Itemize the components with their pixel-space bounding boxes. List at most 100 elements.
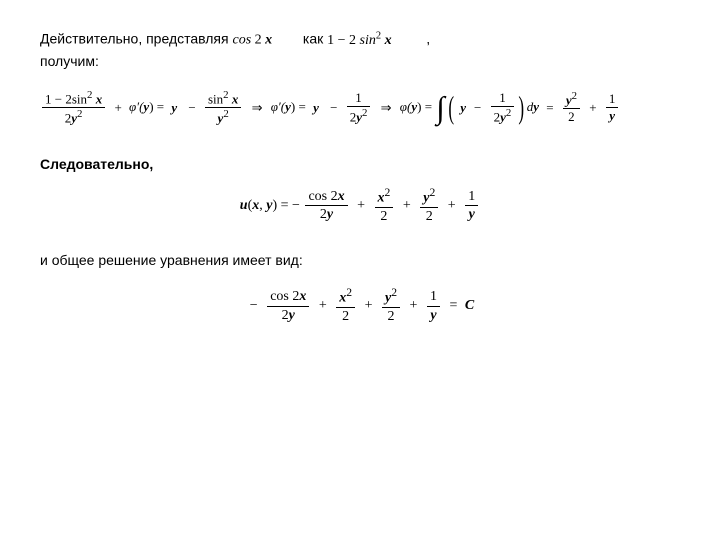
sq: 2 bbox=[223, 108, 228, 120]
one: 1 bbox=[491, 91, 515, 107]
two: 2 bbox=[563, 109, 580, 124]
frac-5: y2 2 bbox=[561, 91, 582, 125]
intro-text-2: как bbox=[303, 31, 323, 47]
intro-paragraph: Действительно, представляя cos 2 x как 1… bbox=[40, 28, 680, 72]
y-var: y bbox=[533, 99, 539, 114]
x-var: x bbox=[385, 33, 392, 48]
two: 2 bbox=[349, 33, 356, 48]
two: 2 bbox=[375, 208, 394, 224]
one: 1 bbox=[427, 289, 440, 306]
sq: 2 bbox=[572, 90, 577, 102]
two: 2 bbox=[320, 207, 327, 222]
num-text: 1 − 2sin bbox=[45, 91, 87, 106]
sq: 2 bbox=[346, 286, 352, 299]
frac-4: 1 2y2 bbox=[489, 91, 517, 125]
frac-1: 1 − 2sin2 x 2y2 bbox=[40, 90, 107, 126]
sq: 2 bbox=[87, 89, 92, 101]
frac-g1: cos 2x 2y bbox=[265, 289, 311, 323]
document-page: Действительно, представляя cos 2 x как 1… bbox=[0, 0, 720, 325]
general-solution-equation: − cos 2x 2y + x2 2 + y2 2 + 1 y = C bbox=[40, 287, 680, 324]
frac-u1: cos 2x 2y bbox=[303, 189, 349, 223]
one: 1 bbox=[606, 92, 619, 108]
minus: − bbox=[184, 100, 199, 116]
phi-prime: φ′( bbox=[129, 99, 143, 114]
frac-6: 1 y bbox=[604, 92, 621, 124]
frac-g4: 1 y bbox=[425, 289, 442, 323]
two: 2 bbox=[336, 308, 355, 324]
phi: φ( bbox=[400, 99, 412, 114]
y-var: y bbox=[327, 207, 333, 222]
two: 2 bbox=[282, 308, 289, 323]
sq: 2 bbox=[376, 30, 381, 41]
sq: 2 bbox=[391, 286, 397, 299]
x-var: x bbox=[338, 189, 345, 204]
cos-fn: cos bbox=[233, 33, 252, 48]
sin-fn: sin bbox=[208, 91, 223, 106]
close-eq: ) = bbox=[149, 99, 164, 114]
frac-u2: x2 2 bbox=[373, 187, 396, 224]
c-const: C bbox=[465, 298, 474, 313]
therefore-text: Следовательно, bbox=[40, 154, 160, 175]
close-eq: ) = bbox=[417, 99, 432, 114]
close-eq: ) = bbox=[291, 99, 306, 114]
derivation-equation: 1 − 2sin2 x 2y2 + φ′(y) = y − sin2 x y2 … bbox=[40, 88, 680, 128]
y-var: y bbox=[289, 308, 295, 323]
intro-text-3: , bbox=[426, 31, 430, 47]
sq: 2 bbox=[506, 107, 511, 119]
x-var: x bbox=[378, 191, 385, 206]
frac-g2: x2 2 bbox=[334, 287, 357, 324]
one: 1 bbox=[327, 33, 334, 48]
cos2: cos 2 bbox=[308, 189, 337, 204]
plus: + bbox=[353, 198, 369, 214]
frac-g3: y2 2 bbox=[380, 287, 402, 324]
u-equation: u(x, y) = − cos 2x 2y + x2 2 + y2 2 + 1 … bbox=[40, 187, 680, 224]
y-var: y bbox=[309, 100, 323, 116]
two: 2 bbox=[255, 33, 262, 48]
sq: 2 bbox=[429, 186, 435, 199]
plus: + bbox=[444, 198, 460, 214]
sq: 2 bbox=[77, 108, 82, 120]
sq: 2 bbox=[385, 186, 391, 199]
plus: + bbox=[585, 100, 600, 116]
u-var: u bbox=[240, 198, 248, 213]
y-var: y bbox=[606, 108, 619, 123]
x-var: x bbox=[232, 91, 239, 106]
intro-text-1: Действительно, представляя bbox=[40, 31, 229, 47]
plus: + bbox=[361, 298, 377, 314]
frac-u3: y2 2 bbox=[418, 187, 440, 224]
y-var: y bbox=[167, 100, 181, 116]
cos2: cos 2 bbox=[270, 289, 299, 304]
two: 2 bbox=[382, 308, 400, 324]
rp-eq-neg: ) = − bbox=[272, 198, 299, 213]
frac-2: sin2 x y2 bbox=[203, 90, 243, 126]
frac-u4: 1 y bbox=[463, 189, 480, 223]
phi-prime: φ′( bbox=[271, 99, 285, 114]
equals: = bbox=[445, 298, 461, 314]
sq: 2 bbox=[362, 107, 367, 119]
plus: + bbox=[315, 298, 331, 314]
frac-3: 1 2y2 bbox=[345, 91, 373, 125]
y-var: y bbox=[465, 206, 478, 222]
x-var: x bbox=[265, 33, 272, 48]
inline-expr-1-2sin2x: 1 − 2 sin2 x bbox=[327, 33, 395, 48]
general-solution-text: и общее решение уравнения имеет вид: bbox=[40, 250, 680, 271]
x-var: x bbox=[96, 91, 103, 106]
inline-expr-cos2x: cos 2 x bbox=[233, 33, 276, 48]
equals: = bbox=[542, 100, 557, 116]
one: 1 bbox=[465, 189, 478, 206]
sin-fn: sin bbox=[360, 33, 376, 48]
y-var: y bbox=[427, 307, 440, 323]
sq: 2 bbox=[223, 89, 228, 101]
x-var: x bbox=[299, 289, 306, 304]
y-var: y bbox=[456, 100, 470, 116]
plus: + bbox=[399, 198, 415, 214]
intro-text-4: получим: bbox=[40, 53, 99, 69]
neg: − bbox=[246, 298, 262, 314]
minus: − bbox=[326, 100, 341, 116]
one: 1 bbox=[347, 91, 371, 107]
implies-arrow: ⇒ bbox=[247, 100, 268, 116]
implies-arrow: ⇒ bbox=[376, 100, 397, 116]
plus: + bbox=[110, 100, 125, 116]
minus: − bbox=[338, 33, 346, 48]
minus: − bbox=[470, 100, 485, 116]
